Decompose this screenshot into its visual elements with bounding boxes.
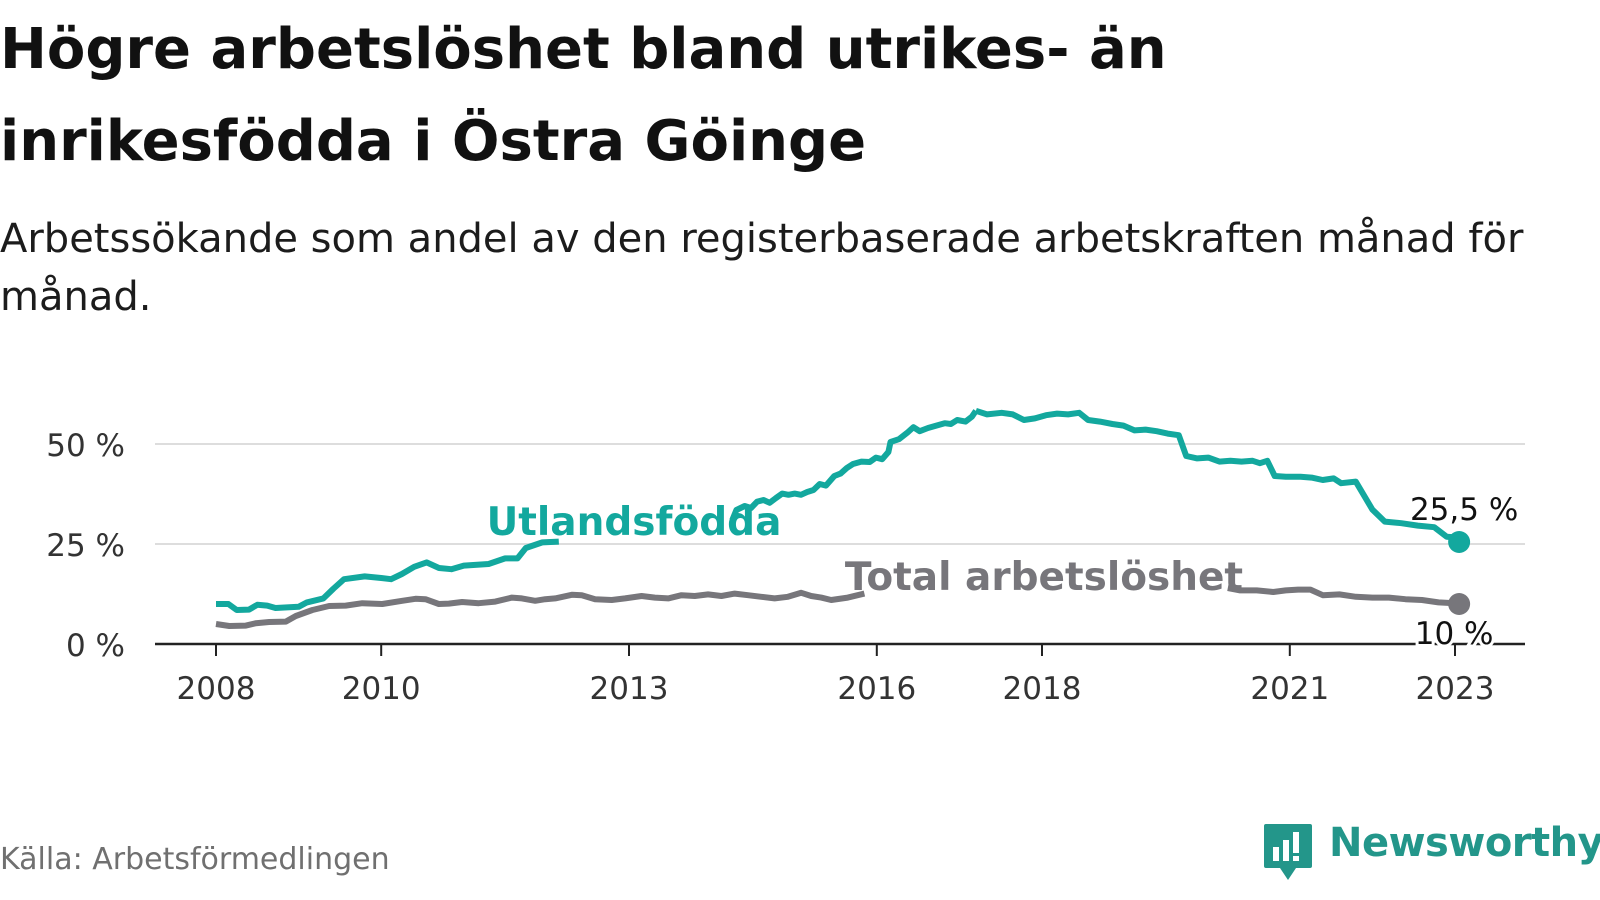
y-tick-label-0: 0 % xyxy=(66,628,125,664)
series-label-total: Total arbetslöshet xyxy=(845,555,1243,600)
x-tick-label-2021: 2021 xyxy=(1250,671,1329,707)
x-tick-label-2016: 2016 xyxy=(837,671,916,707)
series-layer xyxy=(215,407,1471,629)
end-point-total xyxy=(1448,593,1471,615)
line-chart: 0 %25 %50 %2008 2010 2013 2016 2018 2021 2023 … xyxy=(46,407,1525,707)
chart-title: Högre arbetslöshet bland utrikes- än inr… xyxy=(0,17,1167,174)
end-label-utlandsfodda: 25,5 % xyxy=(1410,492,1518,528)
y-tick-label-25: 25 % xyxy=(46,528,125,564)
series-line-utlandsfodda-part-3 xyxy=(974,407,1469,545)
series-line-total-part-1 xyxy=(215,589,866,629)
source-note: Källa: Arbetsförmedlingen xyxy=(0,842,390,877)
end-point-utlandsfodda xyxy=(1448,531,1471,553)
brand-name: Newsworthy xyxy=(1329,820,1600,866)
grid-layer xyxy=(155,443,1525,545)
y-tick-label-50: 50 % xyxy=(46,428,125,464)
x-tick-label-2018: 2018 xyxy=(1003,671,1082,707)
series-line-utlandsfodda-part-1 xyxy=(216,538,559,613)
series-line-utlandsfodda-part-2 xyxy=(729,409,979,522)
x-tick-label-2023: 2023 xyxy=(1416,671,1495,707)
x-tick-label-2010: 2010 xyxy=(342,671,421,707)
x-tick-label-2013: 2013 xyxy=(590,671,669,707)
axis-layer: 0 % 25 % 50 % 2008 2010 2013 2016 2018 2021 2023 xyxy=(46,428,1525,707)
label-layer: 25,5 % 10 % Utlandsfödda Total arbetslöshet xyxy=(487,492,1519,655)
x-tick-label-2008: 2008 xyxy=(177,671,256,707)
series-line-total-part-2 xyxy=(1227,585,1468,607)
chart-subtitle: Arbetssökande som andel av den registerb… xyxy=(0,216,1524,320)
end-label-total: 10 % xyxy=(1415,616,1494,652)
newsworthy-logo-icon xyxy=(1264,824,1312,880)
series-label-utlandsfodda: Utlandsfödda xyxy=(487,500,782,545)
